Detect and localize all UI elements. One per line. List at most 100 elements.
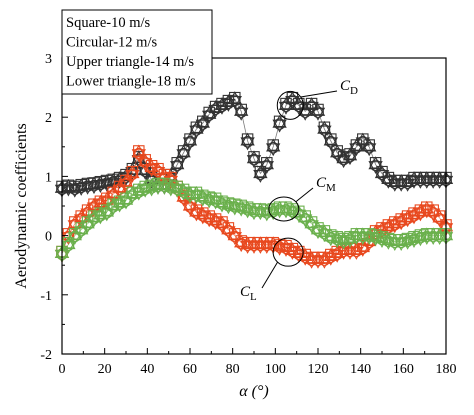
data-point: [363, 141, 375, 154]
data-point: [312, 106, 324, 118]
data-point: [125, 162, 140, 176]
data-point: [381, 171, 396, 185]
data-point: [246, 150, 262, 164]
data-point: [285, 207, 300, 221]
annotation-subscript: M: [326, 182, 336, 194]
data-point: [190, 189, 203, 201]
data-point: [165, 182, 177, 194]
data-point: [382, 235, 395, 247]
data-point: [67, 179, 82, 193]
data-point: [93, 199, 108, 213]
data-point: [342, 235, 358, 249]
data-point: [221, 98, 236, 112]
y-tick-label: 1: [45, 170, 52, 185]
annotation-leader: [295, 187, 314, 203]
data-point: [310, 103, 326, 116]
y-tick-label: -2: [40, 348, 52, 363]
data-point: [368, 161, 383, 175]
data-point: [291, 245, 306, 259]
data-point: [395, 177, 407, 189]
data-point: [229, 201, 241, 213]
data-point: [389, 236, 401, 249]
data-point: [125, 167, 140, 180]
data-point: [145, 162, 158, 175]
data-point: [176, 149, 191, 163]
data-point: [214, 199, 230, 213]
data-point: [209, 195, 222, 207]
data-point: [106, 190, 121, 204]
data-point: [184, 136, 196, 148]
data-point: [261, 239, 273, 252]
y-tick-label: 3: [45, 52, 52, 67]
data-point: [61, 236, 76, 250]
data-point: [229, 94, 241, 107]
data-point: [235, 106, 247, 118]
data-point: [125, 190, 140, 204]
data-point: [144, 178, 159, 192]
data-point: [266, 202, 281, 216]
data-point: [86, 202, 102, 216]
annotation-label: CM: [316, 175, 336, 194]
data-point: [318, 124, 331, 136]
annotation-ellipse: [272, 237, 304, 267]
data-point: [182, 132, 198, 146]
data-point: [310, 221, 326, 235]
data-point: [421, 230, 433, 243]
data-point: [330, 235, 345, 249]
axes-layer: 0 20 40 60 80 100 120 140 160 180 -2 -1 0 1 2 3 α (°) Aer…: [13, 52, 457, 400]
x-tick-label: 20: [98, 362, 112, 377]
data-point: [280, 242, 292, 255]
data-point: [93, 211, 108, 225]
data-point: [222, 199, 235, 212]
data-point: [189, 203, 204, 217]
data-point: [234, 103, 249, 116]
annotation-subscript: L: [250, 291, 257, 303]
data-point: [273, 204, 286, 216]
plot-marks: [54, 91, 454, 269]
annotation-ellipse: [268, 196, 300, 222]
data-point: [170, 161, 185, 175]
annotation-main: C: [340, 78, 351, 94]
data-point: [323, 252, 338, 266]
data-point: [323, 132, 338, 146]
annotation-ellipse: [276, 90, 304, 120]
data-point: [241, 136, 254, 148]
annotation-subscript: D: [350, 85, 358, 97]
data-point: [266, 143, 281, 157]
data-point: [336, 155, 351, 169]
data-point: [62, 182, 75, 194]
data-point: [336, 232, 351, 245]
data-point: [248, 239, 260, 252]
data-point: [414, 174, 427, 186]
annotation-leader: [261, 261, 279, 289]
data-point: [312, 224, 324, 237]
data-point: [374, 235, 390, 249]
data-point: [171, 183, 183, 195]
x-tick-label: 120: [308, 362, 329, 377]
data-point: [125, 169, 140, 183]
x-tick-label: 60: [183, 362, 197, 377]
data-point: [227, 232, 242, 246]
data-point: [317, 120, 332, 134]
data-point: [413, 208, 428, 222]
data-point: [203, 212, 215, 225]
data-point: [176, 144, 191, 158]
data-point: [298, 248, 313, 261]
data-point: [202, 110, 217, 124]
data-point: [190, 207, 203, 219]
data-point: [317, 125, 332, 139]
data-point: [240, 205, 255, 219]
data-point: [285, 242, 300, 256]
data-point: [177, 186, 190, 198]
data-point: [152, 180, 164, 192]
data-point: [106, 202, 121, 216]
data-point: [406, 211, 422, 225]
data-point: [189, 185, 204, 199]
data-point: [126, 168, 139, 181]
data-point: [170, 156, 185, 170]
data-point: [195, 119, 210, 133]
x-tick-label: 180: [436, 362, 457, 377]
data-point: [298, 107, 313, 121]
x-tick-label: 80: [226, 362, 240, 377]
